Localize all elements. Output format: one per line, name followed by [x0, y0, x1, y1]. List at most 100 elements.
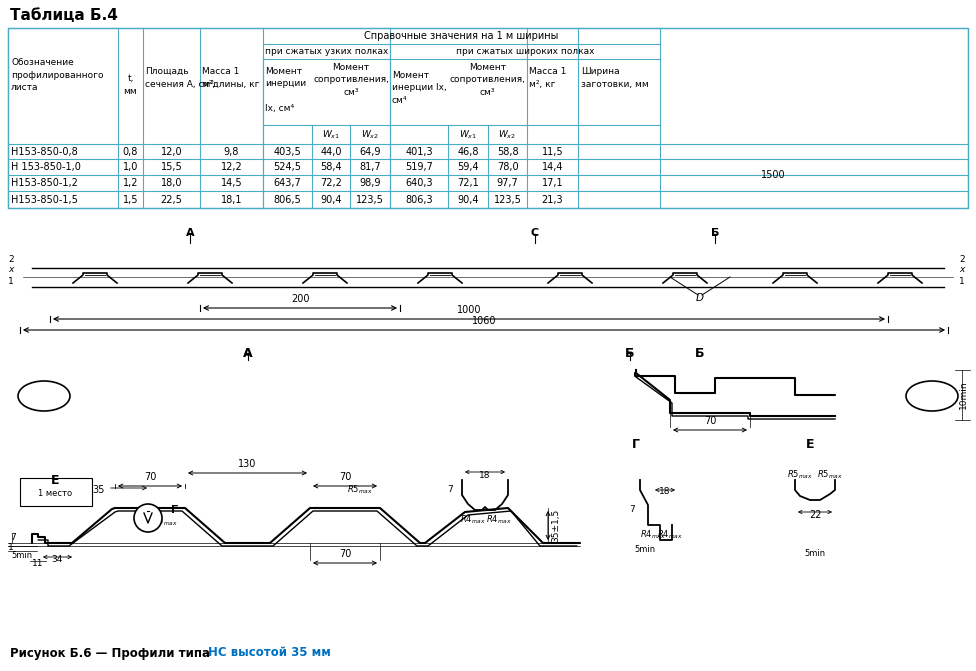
Text: $R4_{max}$: $R4_{max}$ — [460, 514, 486, 526]
Text: Момент
инерции Ix,
см⁴: Момент инерции Ix, см⁴ — [392, 71, 447, 105]
Text: 643,7: 643,7 — [273, 178, 302, 188]
Circle shape — [134, 504, 162, 532]
Text: 81,7: 81,7 — [359, 162, 381, 172]
Text: 97,7: 97,7 — [497, 178, 518, 188]
Text: 21,3: 21,3 — [542, 195, 563, 205]
Text: А: А — [243, 347, 253, 360]
Text: 1: 1 — [8, 276, 14, 285]
Text: 524,5: 524,5 — [273, 162, 302, 172]
Text: НС высотой 35 мм: НС высотой 35 мм — [208, 646, 331, 660]
Text: 0,8: 0,8 — [123, 146, 139, 156]
Text: Е: Е — [806, 439, 814, 452]
Text: Н153-850-0,8: Н153-850-0,8 — [11, 146, 78, 156]
Text: 58,8: 58,8 — [497, 146, 518, 156]
Text: Е: Е — [51, 474, 60, 486]
Text: при сжатых узких полках: при сжатых узких полках — [264, 47, 388, 56]
Text: 640,3: 640,3 — [405, 178, 432, 188]
Text: 11,5: 11,5 — [542, 146, 563, 156]
Text: 70: 70 — [704, 416, 716, 426]
Text: x: x — [8, 264, 14, 274]
Text: 519,7: 519,7 — [405, 162, 433, 172]
Text: 7: 7 — [447, 486, 453, 495]
Ellipse shape — [906, 381, 958, 411]
Text: 7: 7 — [630, 505, 635, 515]
Text: 34: 34 — [52, 554, 62, 564]
Ellipse shape — [18, 381, 70, 411]
Text: Н 153-850-1,0: Н 153-850-1,0 — [11, 162, 81, 172]
Text: $R4_{max}$: $R4_{max}$ — [486, 514, 512, 526]
Text: 806,3: 806,3 — [405, 195, 432, 205]
Text: t,
мм: t, мм — [124, 74, 138, 96]
Text: 1 место: 1 место — [38, 488, 72, 497]
Text: 15,5: 15,5 — [161, 162, 183, 172]
Text: при сжатых широких полках: при сжатых широких полках — [456, 47, 594, 56]
Text: 7: 7 — [10, 533, 16, 542]
Text: Рисунок Б.6 — Профили типа: Рисунок Б.6 — Профили типа — [10, 646, 214, 660]
Text: 98,9: 98,9 — [359, 178, 381, 188]
Text: Н153-850-1,5: Н153-850-1,5 — [11, 195, 78, 205]
Text: $W_{x1}$: $W_{x1}$ — [459, 128, 477, 141]
Text: 70: 70 — [339, 549, 351, 559]
Text: Обозначение
профилированного
листа: Обозначение профилированного листа — [11, 58, 103, 92]
Text: 35: 35 — [93, 485, 105, 495]
Text: 5min: 5min — [634, 546, 656, 554]
Text: 1,0: 1,0 — [123, 162, 139, 172]
Text: 70: 70 — [143, 472, 156, 482]
Text: D: D — [696, 293, 704, 303]
Text: 123,5: 123,5 — [356, 195, 384, 205]
Text: 59,4: 59,4 — [457, 162, 479, 172]
Text: 90,4: 90,4 — [320, 195, 342, 205]
Bar — [8, 28, 968, 208]
Text: 1: 1 — [959, 276, 965, 285]
Text: $R5_{max}$: $R5_{max}$ — [346, 484, 373, 497]
Text: 2: 2 — [8, 254, 14, 264]
Text: 9,8: 9,8 — [224, 146, 239, 156]
Text: Г: Г — [632, 439, 640, 452]
Text: 5min: 5min — [12, 550, 32, 560]
Text: Б: Б — [695, 347, 705, 360]
Text: Таблица Б.4: Таблица Б.4 — [10, 8, 118, 23]
Bar — [20, 478, 92, 506]
Text: 12,0: 12,0 — [161, 146, 183, 156]
Text: 70: 70 — [339, 472, 351, 482]
Text: 78,0: 78,0 — [497, 162, 518, 172]
Text: 22,5: 22,5 — [161, 195, 183, 205]
Text: $W_{x2}$: $W_{x2}$ — [499, 128, 516, 141]
Text: 64,9: 64,9 — [359, 146, 381, 156]
Text: 200: 200 — [291, 294, 309, 304]
Text: 18: 18 — [659, 488, 671, 497]
Text: Б: Б — [711, 228, 719, 238]
Text: Момент
инерции

Ix, см⁴: Момент инерции Ix, см⁴ — [265, 66, 306, 113]
Text: 14,4: 14,4 — [542, 162, 563, 172]
Text: 12,2: 12,2 — [221, 162, 242, 172]
Text: 2: 2 — [959, 254, 965, 264]
Text: 46,8: 46,8 — [457, 146, 479, 156]
Text: 14,5: 14,5 — [221, 178, 242, 188]
Text: 123,5: 123,5 — [494, 195, 521, 205]
Text: x: x — [959, 264, 965, 274]
Text: Момент
сопротивления,
см³: Момент сопротивления, см³ — [450, 63, 525, 97]
Text: 35±1,5: 35±1,5 — [551, 509, 560, 542]
Text: 90,4: 90,4 — [457, 195, 479, 205]
Text: $R5_{max}$: $R5_{max}$ — [817, 469, 843, 481]
Text: 401,3: 401,3 — [405, 146, 432, 156]
Text: Б: Б — [626, 347, 634, 360]
Text: Масса 1
м², кг: Масса 1 м², кг — [529, 67, 566, 89]
Text: 22: 22 — [809, 510, 821, 520]
Text: $R5_{max}$: $R5_{max}$ — [787, 469, 813, 481]
Text: 1: 1 — [8, 542, 14, 552]
Text: 58,4: 58,4 — [320, 162, 342, 172]
Text: Н153-850-1,2: Н153-850-1,2 — [11, 178, 78, 188]
Text: Площадь
сечения A, см²: Площадь сечения A, см² — [145, 67, 214, 89]
Text: 44,0: 44,0 — [320, 146, 342, 156]
Text: 1060: 1060 — [471, 316, 496, 326]
Text: 18,1: 18,1 — [221, 195, 242, 205]
Text: Момент
сопротивления,
см³: Момент сопротивления, см³ — [313, 63, 389, 97]
Text: Г: Г — [172, 505, 179, 515]
Text: 72,1: 72,1 — [457, 178, 479, 188]
Text: $R5_{max}$: $R5_{max}$ — [152, 516, 178, 528]
Text: 403,5: 403,5 — [273, 146, 302, 156]
Text: 11: 11 — [32, 558, 44, 568]
Text: $R4_{max}$: $R4_{max}$ — [657, 529, 683, 541]
Text: 806,5: 806,5 — [273, 195, 302, 205]
